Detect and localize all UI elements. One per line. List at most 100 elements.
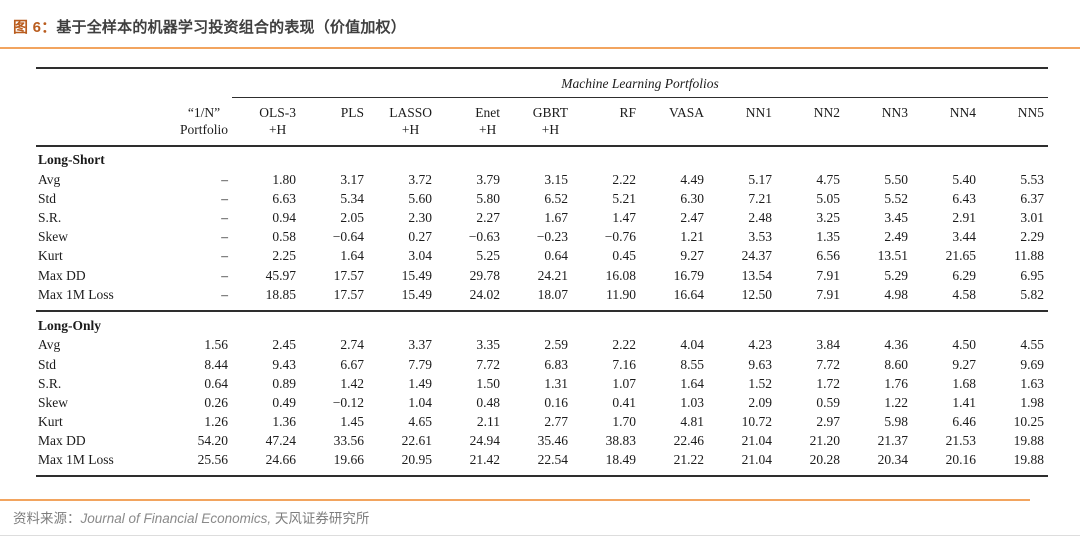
table-cell: 1.22 [884, 394, 908, 410]
table-cell: 8.55 [680, 356, 704, 372]
table-cell: 5.21 [612, 190, 636, 206]
table-cell: 22.46 [673, 433, 704, 449]
table-cell: 5.05 [816, 190, 840, 206]
table-cell: 6.63 [272, 190, 296, 206]
table-cell: 54.20 [197, 433, 228, 449]
row-label: Skew [38, 229, 68, 245]
group-header-row: Machine Learning Portfolios [36, 68, 1048, 98]
table-cell: 6.30 [680, 190, 704, 206]
table-cell: 1.63 [1020, 375, 1044, 391]
table-cell: 11.90 [606, 286, 636, 302]
table-cell: 9.27 [952, 356, 976, 372]
table-cell: 20.95 [401, 452, 432, 468]
table-cell: 1.70 [612, 414, 636, 430]
table-cell: −0.12 [332, 394, 364, 410]
table-cell: 2.09 [748, 394, 772, 410]
row-label: S.R. [38, 375, 62, 391]
table-cell: – [221, 286, 228, 302]
table-cell: 9.43 [272, 356, 296, 372]
table-cell: 8.44 [204, 356, 228, 372]
col-header-rf: RF [572, 97, 640, 147]
row-label: Avg [38, 337, 61, 353]
table-cell: 1.76 [884, 375, 908, 391]
table-cell: −0.23 [536, 229, 568, 245]
table-row: Avg 1.56 2.45 2.74 3.37 3.35 2.59 2.22 4.04 4.23 3… [36, 336, 1048, 355]
table-body: Long-Short Avg – 1.80 3.17 3.72 3.79 3.15 2.22 4.… [36, 146, 1048, 476]
table-row: Avg – 1.80 3.17 3.72 3.79 3.15 2.22 4.49 5.17 4.75… [36, 170, 1048, 189]
table-cell: 1.80 [272, 171, 296, 187]
table-cell: 18.49 [605, 452, 636, 468]
table-cell: 4.23 [748, 337, 772, 353]
table-cell: 7.79 [408, 356, 432, 372]
table-cell: – [221, 267, 228, 283]
table-cell: 9.27 [680, 248, 704, 264]
table-cell: 21.53 [945, 433, 976, 449]
table-cell: 21.04 [741, 433, 772, 449]
table-cell: 3.15 [544, 171, 568, 187]
table-cell: 21.04 [741, 452, 772, 468]
table-cell: 5.52 [884, 190, 908, 206]
table-cell: 1.31 [544, 375, 568, 391]
table-cell: 24.66 [265, 452, 296, 468]
col-header-empty [36, 97, 154, 147]
table-row: S.R. 0.64 0.89 1.42 1.49 1.50 1.31 1.07 1.64 1.52… [36, 374, 1048, 393]
table-cell: 22.61 [401, 433, 432, 449]
col-header-nn4: NN4 [912, 97, 980, 147]
table-row: Std 8.44 9.43 6.67 7.79 7.72 6.83 7.16 8.55 9.63 7… [36, 355, 1048, 374]
table-cell: 10.25 [1013, 414, 1044, 430]
table-row: Max DD 54.20 47.24 33.56 22.61 24.94 35.46 38.8… [36, 432, 1048, 451]
col-header-1n: “1/N” Portfolio [154, 97, 232, 147]
row-label: Max 1M Loss [38, 286, 114, 302]
table-cell: 0.41 [612, 394, 636, 410]
table-cell: 3.84 [816, 337, 840, 353]
table-cell: 0.89 [272, 375, 296, 391]
table-row: Max DD – 45.97 17.57 15.49 29.78 24.21 16.08 16.… [36, 266, 1048, 285]
table-cell: 16.79 [673, 267, 704, 283]
table-row: Max 1M Loss – 18.85 17.57 15.49 24.02 18.07 11.… [36, 285, 1048, 311]
row-label: Avg [38, 171, 61, 187]
table-cell: 6.83 [544, 356, 568, 372]
table-cell: 45.97 [265, 267, 296, 283]
table-cell: 1.41 [952, 394, 976, 410]
row-label: Kurt [38, 248, 63, 264]
table-cell: 5.60 [408, 190, 432, 206]
table-cell: 2.22 [612, 171, 636, 187]
table-cell: 6.95 [1020, 267, 1044, 283]
table-cell: 4.81 [680, 414, 704, 430]
table-row: Skew – 0.58 −0.64 0.27 −0.63 −0.23 −0.76 1.21 3.5… [36, 228, 1048, 247]
table-cell: 19.88 [1013, 452, 1044, 468]
table-cell: 9.69 [1020, 356, 1044, 372]
table-cell: 3.25 [816, 209, 840, 225]
table-cell: 6.29 [952, 267, 976, 283]
table-cell: 7.21 [748, 190, 772, 206]
col-header-pls: PLS [300, 97, 368, 147]
col-header-ols3: OLS-3 +H [232, 97, 300, 147]
table-cell: 6.56 [816, 248, 840, 264]
table-cell: 2.29 [1020, 229, 1044, 245]
table-cell: 0.58 [272, 229, 296, 245]
section-header-row: Long-Only [36, 309, 1048, 336]
table-cell: 5.34 [340, 190, 364, 206]
table-cell: 0.27 [408, 229, 432, 245]
table-cell: 22.54 [537, 452, 568, 468]
table-header: Machine Learning Portfolios “1/N” Portfol… [36, 68, 1048, 147]
table-cell: 33.56 [333, 433, 364, 449]
table-cell: 0.94 [272, 209, 296, 225]
table-cell: 3.53 [748, 229, 772, 245]
table-cell: 2.59 [544, 337, 568, 353]
table-cell: 4.49 [680, 171, 704, 187]
table-cell: – [221, 171, 228, 187]
table-cell: 21.65 [945, 248, 976, 264]
table-cell: 0.49 [272, 394, 296, 410]
performance-table: Machine Learning Portfolios “1/N” Portfol… [36, 67, 1048, 478]
source-label: 资料来源： [13, 511, 81, 526]
table-cell: 38.83 [605, 433, 636, 449]
section-title: Long-Short [38, 152, 105, 167]
table-cell: 0.16 [544, 394, 568, 410]
section-header-row: Long-Short [36, 146, 1048, 170]
table-cell: 1.49 [408, 375, 432, 391]
table-cell: 0.48 [476, 394, 500, 410]
table-cell: 21.42 [469, 452, 500, 468]
table-cell: 18.07 [537, 286, 568, 302]
row-label: Std [38, 190, 57, 206]
